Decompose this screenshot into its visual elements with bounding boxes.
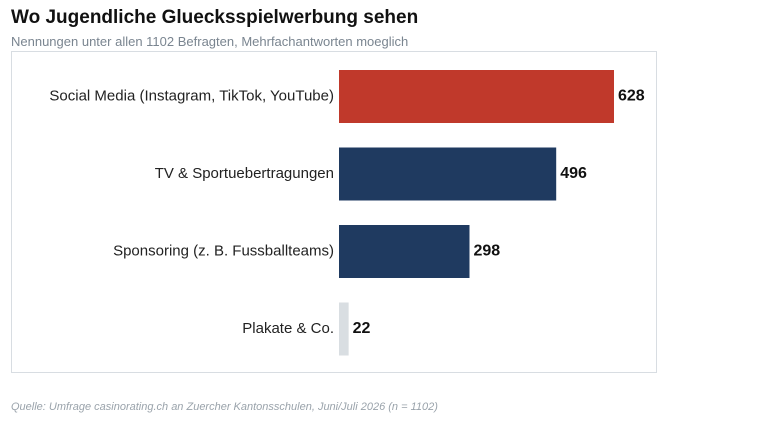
bar-2 [339, 225, 470, 278]
category-label-2: Sponsoring (z. B. Fussballteams) [113, 242, 334, 259]
chart-panel: Social Media (Instagram, TikTok, YouTube… [11, 51, 657, 373]
value-label-0: 628 [618, 88, 645, 105]
value-label-2: 298 [473, 243, 500, 260]
chart-subtitle: Nennungen unter allen 1102 Befragten, Me… [11, 34, 409, 49]
source-note: Quelle: Umfrage casinorating.ch an Zuerc… [11, 401, 438, 413]
category-label-1: TV & Sportuebertragungen [155, 165, 334, 182]
bar-0 [339, 70, 614, 123]
chart-title: Wo Jugendliche Gluecksspielwerbung sehen [11, 7, 419, 28]
bar-chart: Social Media (Instagram, TikTok, YouTube… [49, 70, 645, 356]
value-label-1: 496 [560, 165, 587, 182]
bar-1 [339, 147, 557, 201]
value-label-3: 22 [353, 320, 371, 337]
category-label-0: Social Media (Instagram, TikTok, YouTube… [49, 87, 334, 104]
bar-3 [339, 302, 349, 356]
category-label-3: Plakate & Co. [242, 320, 334, 337]
